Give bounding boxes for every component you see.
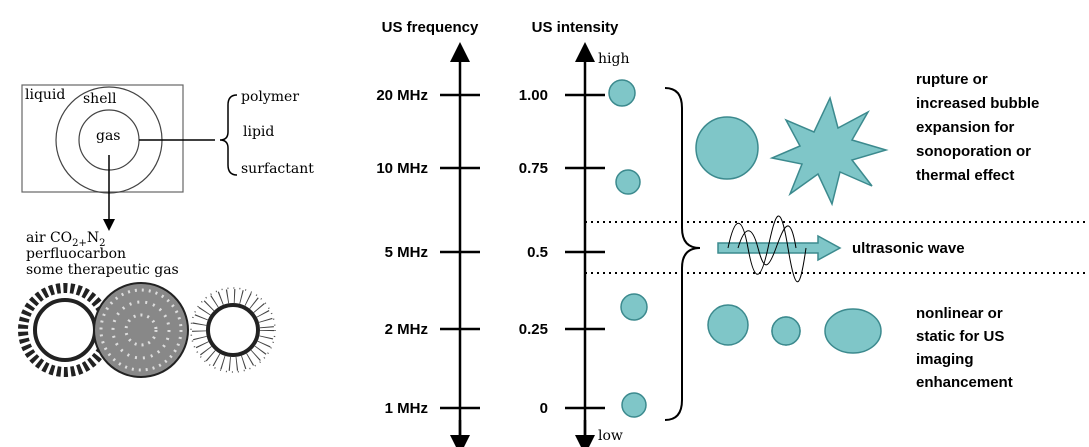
axes: US frequency US intensity high low 20 MH…: [376, 19, 629, 447]
effect-line: increased bubble: [916, 95, 1039, 112]
gas-line: some therapeutic gas: [26, 262, 179, 278]
bubbles: [608, 79, 889, 421]
bubble: [608, 79, 636, 107]
frequency-label: 1 MHz: [385, 400, 428, 417]
gas-text: N: [87, 230, 99, 246]
intensity-label: 0: [540, 400, 548, 417]
bubble: [621, 392, 647, 418]
intensity-label: 0.75: [519, 160, 548, 177]
effect-line: static for US: [916, 328, 1004, 345]
wave: ultrasonic wave: [585, 215, 1089, 283]
ticks: 20 MHz 10 MHz 5 MHz 2 MHz 1 MHz 1.00 0.75 0.5 0.…: [376, 87, 605, 417]
axis-title: US frequency: [382, 19, 479, 36]
wave-label: ultrasonic wave: [852, 240, 965, 257]
low-label: low: [598, 428, 623, 444]
shell-label: shell: [83, 91, 117, 107]
gas-line: air CO2+N2: [26, 230, 106, 249]
gas-line: perfluocarbon: [26, 246, 126, 262]
liquid-box: [21, 84, 184, 193]
material: polymer: [241, 89, 299, 105]
effect-line: imaging: [916, 351, 974, 368]
big-brace: [664, 87, 701, 421]
bubble: [771, 316, 801, 346]
wave-arrow: [717, 234, 842, 262]
gas-sub: 2: [99, 238, 105, 249]
gas-label: gas: [96, 128, 121, 144]
brace: [219, 94, 238, 176]
wave-curve: [727, 215, 807, 283]
frequency-label: 10 MHz: [376, 160, 428, 177]
wave-curve: [737, 225, 797, 266]
bubble: [707, 304, 749, 346]
bubble: [620, 293, 648, 321]
high-label: high: [598, 51, 629, 67]
intensity-label: 0.5: [527, 244, 548, 261]
material: surfactant: [241, 161, 314, 177]
material: lipid: [243, 124, 274, 140]
gas-text: air CO: [26, 230, 72, 246]
effect-line: expansion for: [916, 119, 1015, 136]
frequency-label: 2 MHz: [385, 321, 428, 338]
intensity-label: 1.00: [519, 87, 548, 104]
effect-line: sonoporation or: [916, 143, 1031, 160]
axis-title: US intensity: [532, 19, 619, 36]
effect-line: rupture or: [916, 71, 988, 88]
effect-line: enhancement: [916, 374, 1013, 391]
intensity-label: 0.25: [519, 321, 548, 338]
bubble: [824, 308, 882, 354]
bubble: [695, 116, 759, 180]
effect-line: nonlinear or: [916, 305, 1003, 322]
bubble: [615, 169, 641, 195]
effect-texts: rupture or increased bubble expansion for s…: [916, 71, 1039, 391]
effect-line: thermal effect: [916, 167, 1014, 184]
frequency-label: 5 MHz: [385, 244, 428, 261]
rupture-star: [769, 95, 889, 207]
gas-sub: 2+: [72, 238, 87, 249]
bubble-structure: liquid shell gas polymer lipid surfactan…: [18, 84, 314, 378]
frequency-label: 20 MHz: [376, 87, 428, 104]
liquid-label: liquid: [25, 87, 65, 103]
microbubble-pictures: [18, 282, 276, 378]
